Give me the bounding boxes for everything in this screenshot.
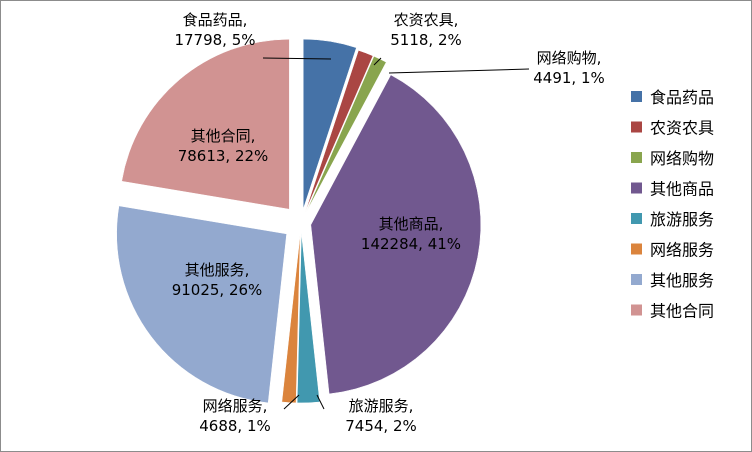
- data-label: 网络购物, 4491, 1%: [533, 49, 605, 87]
- data-label: 其他合同, 78613, 22%: [178, 127, 269, 165]
- legend-label: 网络购物: [650, 149, 714, 168]
- legend-swatch: [631, 152, 642, 163]
- legend-label: 旅游服务: [650, 210, 714, 229]
- legend-swatch: [631, 243, 642, 255]
- pie-slice: [296, 232, 321, 404]
- legend-swatch: [631, 304, 642, 316]
- data-label: 农资农具, 5118, 2%: [390, 11, 462, 49]
- pie-slice: [121, 39, 290, 210]
- data-label: 其他商品, 142284, 41%: [361, 215, 461, 253]
- leader-line: [283, 394, 300, 410]
- leader-line: [388, 68, 530, 74]
- pie-slice: [281, 232, 301, 404]
- leader-line: [373, 57, 382, 66]
- data-label: 其他服务, 91025, 26%: [172, 261, 263, 299]
- leader-line: [316, 394, 325, 410]
- pie-slice: [302, 38, 357, 210]
- legend-swatch: [631, 182, 642, 194]
- legend-label: 其他服务: [650, 271, 714, 290]
- legend-label: 食品药品: [650, 88, 714, 107]
- pie-slice: [305, 50, 374, 212]
- leader-line: [262, 57, 332, 60]
- legend-swatch: [631, 91, 642, 102]
- pie-slice: [116, 205, 287, 404]
- legend-label: 其他合同: [650, 302, 714, 321]
- legend-swatch: [631, 274, 642, 285]
- legend-swatch: [631, 213, 642, 224]
- legend-swatch: [631, 121, 642, 133]
- data-label: 食品药品, 17798, 5%: [174, 11, 255, 49]
- data-label: 旅游服务, 7454, 2%: [345, 397, 417, 435]
- legend-label: 网络服务: [650, 241, 714, 260]
- data-label: 网络服务, 4688, 1%: [199, 397, 271, 435]
- pie-slice: [310, 74, 482, 395]
- legend-label: 其他商品: [650, 180, 714, 199]
- legend-label: 农资农具: [650, 119, 714, 138]
